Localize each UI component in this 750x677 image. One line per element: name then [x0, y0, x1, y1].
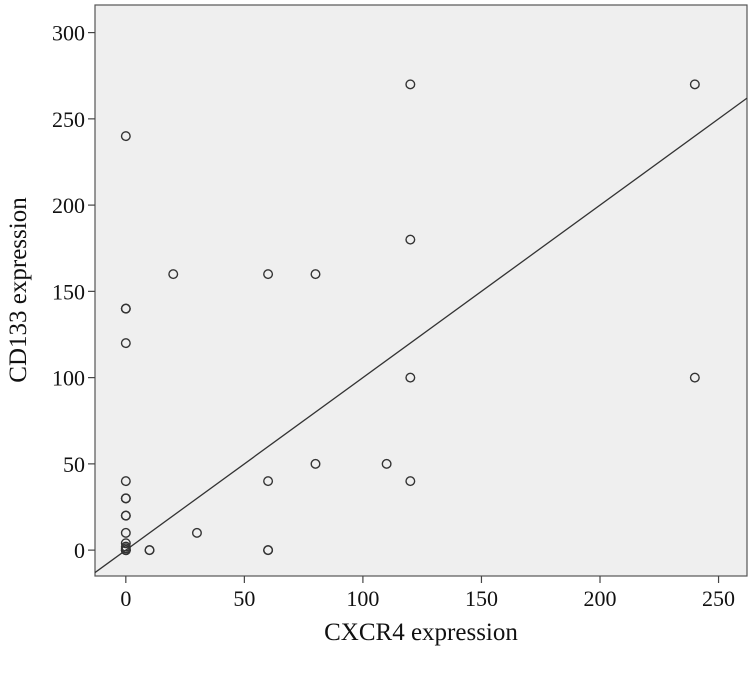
data-point [191, 527, 202, 538]
data-point [120, 338, 131, 349]
data-point [120, 476, 131, 487]
x-tick-label: 100 [346, 586, 379, 611]
x-axis: 0 50 100 150 200 250 [120, 576, 735, 611]
data-point [120, 510, 131, 521]
reference-line [94, 97, 748, 574]
y-tick-label: 250 [52, 107, 85, 132]
data-point [120, 541, 131, 552]
data-point [405, 372, 416, 383]
y-tick-label: 300 [52, 21, 85, 46]
y-axis-label: CD133 expression [5, 197, 32, 383]
data-point [120, 493, 131, 504]
data-point [405, 476, 416, 487]
reference-line-layer [94, 97, 748, 574]
data-point [310, 269, 321, 280]
data-point [310, 458, 321, 469]
y-axis: 0 50 100 150 200 250 300 [52, 21, 95, 563]
x-tick-label: 200 [584, 586, 617, 611]
data-point [689, 372, 700, 383]
y-tick-label: 100 [52, 366, 85, 391]
data-point [120, 538, 131, 549]
data-point [263, 269, 274, 280]
y-tick-label: 50 [63, 452, 85, 477]
y-tick-label: 200 [52, 193, 85, 218]
data-point [168, 269, 179, 280]
x-tick-label: 250 [702, 586, 735, 611]
x-tick-label: 50 [233, 586, 255, 611]
data-points [120, 79, 700, 556]
data-point [689, 79, 700, 90]
data-point [405, 234, 416, 245]
data-point [120, 303, 131, 314]
data-point [263, 476, 274, 487]
data-point [381, 458, 392, 469]
x-tick-label: 150 [465, 586, 498, 611]
data-point [120, 527, 131, 538]
y-tick-label: 150 [52, 279, 85, 304]
x-tick-label: 0 [120, 586, 131, 611]
data-point [144, 545, 155, 556]
y-tick-label: 0 [74, 538, 85, 563]
data-point [120, 131, 131, 142]
plot-area [94, 4, 748, 577]
x-axis-label: CXCR4 expression [324, 619, 518, 646]
data-point [263, 545, 274, 556]
data-point [405, 79, 416, 90]
